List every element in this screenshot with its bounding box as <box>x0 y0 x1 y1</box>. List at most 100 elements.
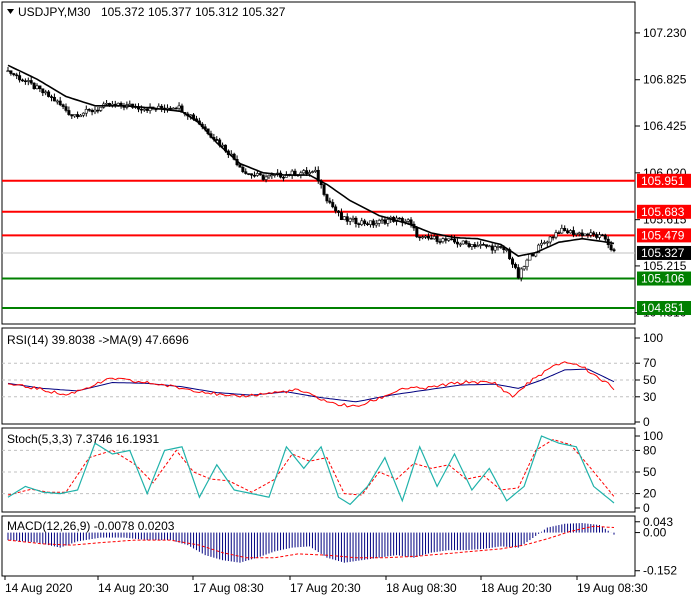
resistance-level-label: 105.951 <box>641 174 685 188</box>
candle <box>551 235 555 241</box>
rsi-axis: 100 70 50 30 0 <box>635 331 663 429</box>
candle <box>383 217 387 225</box>
candle <box>345 213 349 225</box>
stochastic-pane-frame <box>1 427 636 513</box>
candle <box>461 240 465 245</box>
candle <box>334 204 338 214</box>
candle <box>41 88 45 97</box>
candle <box>70 114 74 119</box>
candle <box>435 234 439 245</box>
rsi-pane[interactable]: RSI(14) 39.8038 ->MA(9) 47.6696 100 70 50 3… <box>1 327 663 429</box>
rsi-line <box>7 361 615 408</box>
price-axis[interactable]: 107.230106.825106.425106.020105.615105.2… <box>635 26 691 320</box>
candle <box>35 83 39 90</box>
candle <box>545 240 549 247</box>
candle <box>18 71 22 83</box>
candle <box>96 106 100 114</box>
candle <box>99 106 103 112</box>
candle <box>589 229 593 238</box>
candle <box>247 173 251 176</box>
candle <box>38 85 42 93</box>
candle <box>453 235 457 244</box>
indicator-tick-label: 20 <box>643 487 657 501</box>
candle <box>540 239 544 249</box>
candle <box>168 106 172 110</box>
candle <box>241 164 245 174</box>
candle <box>32 82 36 90</box>
price-pane[interactable]: USDJPY,M30 105.372 105.377 105.312 105.3… <box>1 1 636 325</box>
time-tick-label: 17 Aug 20:30 <box>290 581 361 595</box>
candle <box>322 183 326 197</box>
candle <box>522 265 526 271</box>
candle <box>458 242 462 248</box>
candle <box>310 170 314 174</box>
candle <box>84 105 88 117</box>
candle <box>563 225 567 232</box>
candle <box>569 229 573 234</box>
candle <box>548 235 552 245</box>
candle <box>473 241 477 249</box>
candle <box>264 174 268 183</box>
candle <box>482 242 486 246</box>
candle <box>81 112 85 118</box>
candle <box>583 233 587 237</box>
candle <box>348 217 352 226</box>
candle <box>441 237 445 244</box>
price-tick-label: 106.825 <box>643 73 687 87</box>
candle <box>221 142 225 148</box>
time-tick-label: 14 Aug 20:30 <box>98 581 169 595</box>
candle <box>26 77 30 86</box>
candle <box>87 108 91 112</box>
chart-title-group: USDJPY,M30 105.372 105.377 105.312 105.3… <box>7 5 286 19</box>
candle <box>496 244 500 251</box>
chart-symbol-title: USDJPY,M30 <box>18 5 91 19</box>
candle <box>64 103 68 113</box>
indicator-tick-label: 0 <box>643 501 650 515</box>
support-level-badge <box>637 271 691 286</box>
candle <box>571 226 575 238</box>
candle <box>366 221 370 226</box>
candle <box>554 229 558 240</box>
candle <box>160 104 164 113</box>
candle <box>467 240 471 249</box>
candle <box>29 76 33 85</box>
candle <box>55 99 59 105</box>
macd-pane-frame <box>1 515 636 577</box>
candle <box>525 258 529 271</box>
candle <box>470 244 474 251</box>
indicator-tick-label: 50 <box>643 373 657 387</box>
candle <box>487 244 491 248</box>
candle <box>595 232 599 240</box>
candle <box>424 234 428 239</box>
candle <box>174 106 178 110</box>
time-tick-label: 18 Aug 20:30 <box>481 581 552 595</box>
price-tick-label: 106.425 <box>643 119 687 133</box>
candle <box>93 106 97 115</box>
candle <box>429 234 433 240</box>
candle <box>61 103 65 110</box>
price-tick-label: 107.230 <box>643 26 687 40</box>
candle <box>519 267 523 282</box>
candle <box>47 90 51 98</box>
chart-menu-triangle-icon[interactable] <box>7 9 14 14</box>
resistance-level-badge <box>637 204 691 219</box>
indicator-tick-label: 30 <box>643 390 657 404</box>
time-tick-label: 14 Aug 2020 <box>5 581 73 595</box>
current-price-badge <box>637 245 691 260</box>
candle <box>250 173 254 179</box>
candle <box>90 108 94 116</box>
candle <box>44 89 48 96</box>
candle <box>20 78 24 82</box>
candle <box>612 247 616 253</box>
candle <box>603 233 607 243</box>
price-pane-frame <box>1 1 636 325</box>
candle <box>49 94 53 102</box>
indicator-tick-label: 0.043 <box>643 515 673 529</box>
candle <box>23 78 27 85</box>
candle <box>516 264 520 280</box>
